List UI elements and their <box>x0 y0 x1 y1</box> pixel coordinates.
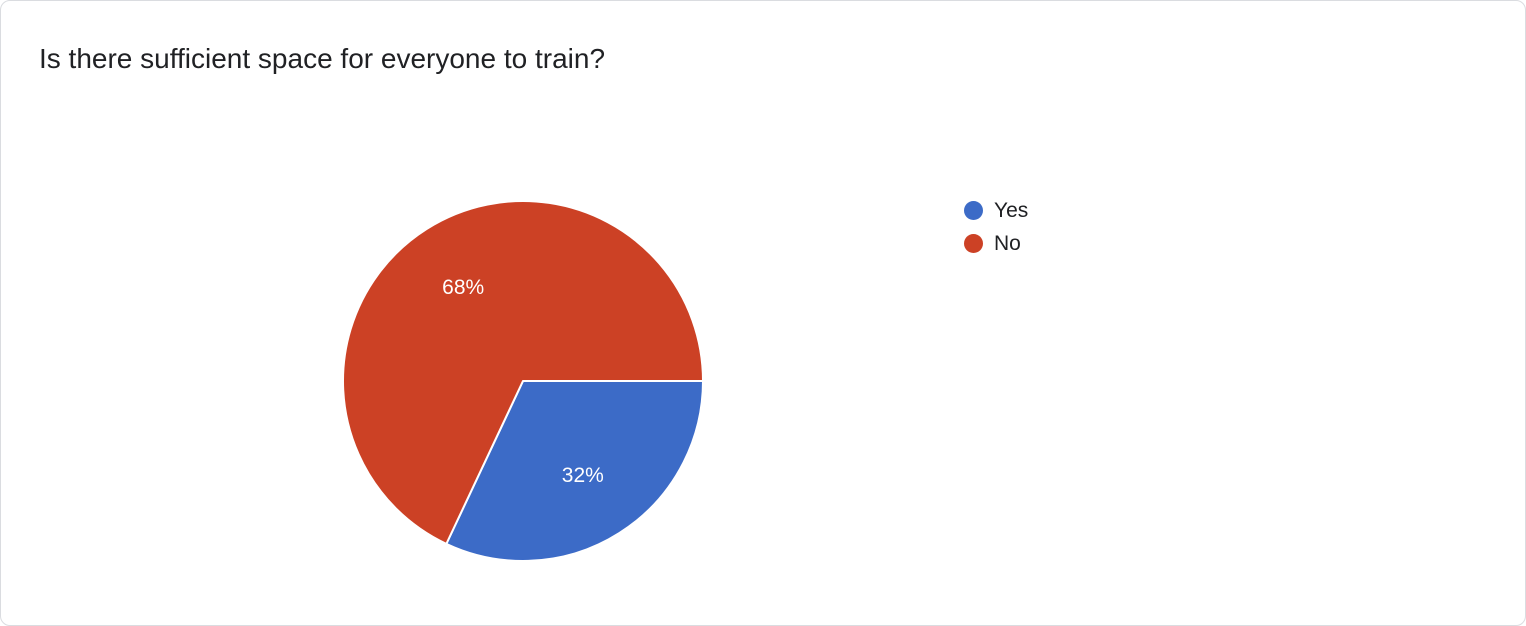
legend-swatch-no-icon <box>964 234 983 253</box>
question-title: Is there sufficient space for everyone t… <box>39 43 606 74</box>
legend-item-label: Yes <box>994 199 1029 222</box>
legend-swatch-yes-icon <box>964 201 983 220</box>
slice-label-no: 68% <box>442 276 484 299</box>
pie-chart: 32% 68% <box>342 200 704 562</box>
legend-item-label: No <box>994 232 1021 255</box>
legend-item-yes: Yes <box>964 200 1028 221</box>
pie-slice-no <box>342 200 704 545</box>
legend-item-no: No <box>964 233 1028 254</box>
pie-slice-yes <box>445 380 704 562</box>
chart-legend: Yes No <box>964 200 1028 254</box>
slice-label-yes: 32% <box>562 464 604 487</box>
